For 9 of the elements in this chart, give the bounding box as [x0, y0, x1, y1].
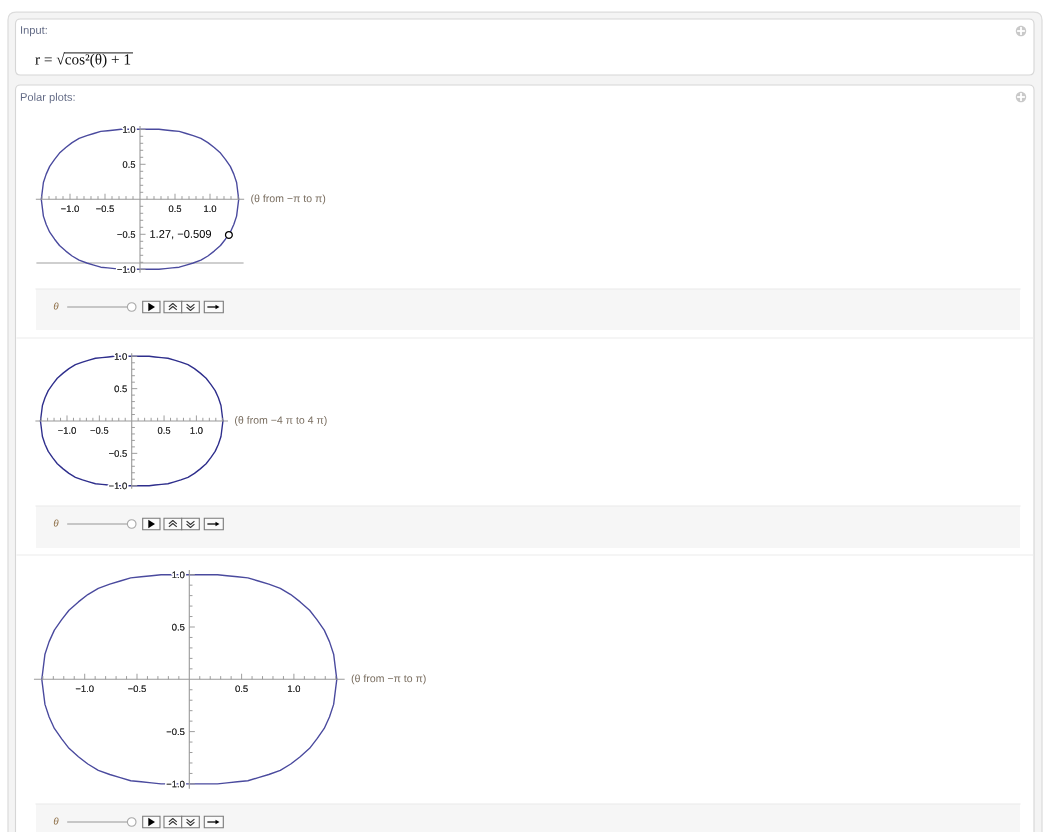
text: Input: — [21, 26, 47, 37]
text: r = √cos²(θ) + 1 — [35, 52, 131, 68]
text: (θ from −π to π) — [351, 674, 426, 685]
chart-title: Polar plots: — [20, 92, 75, 104]
text: θ — [53, 817, 59, 825]
text: (θ from −4 π to 4 π) — [235, 416, 327, 426]
text: (θ from −π to π) — [251, 194, 326, 205]
text: θ — [53, 302, 59, 310]
text: θ — [53, 519, 59, 527]
